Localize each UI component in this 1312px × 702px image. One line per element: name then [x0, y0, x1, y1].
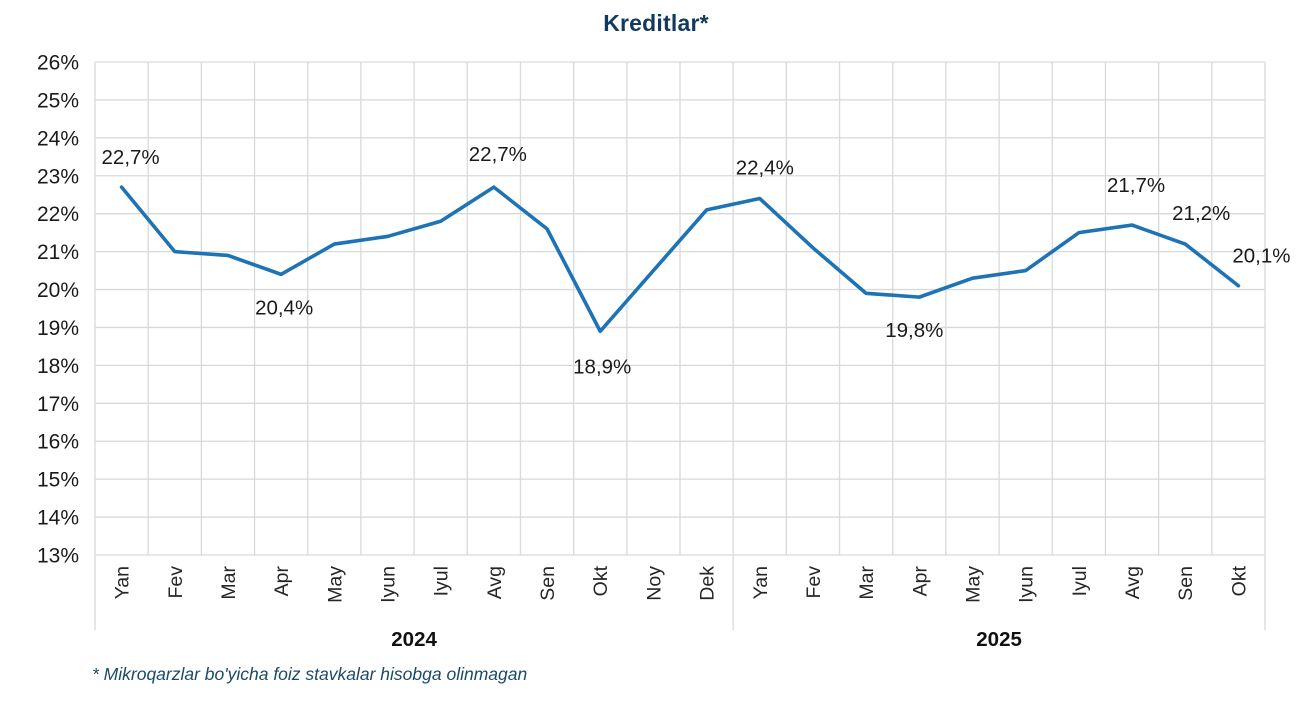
- year-label: 2025: [976, 628, 1022, 651]
- x-tick-label: Avg: [1122, 566, 1144, 599]
- x-tick-label: Fev: [803, 566, 825, 599]
- y-tick-label: 26%: [37, 52, 79, 75]
- y-tick-label: 21%: [37, 241, 79, 264]
- x-tick-label: Okt: [1228, 565, 1250, 596]
- x-tick-label: Yan: [112, 566, 134, 599]
- data-label: 20,4%: [255, 296, 313, 319]
- series-line: [119, 185, 1241, 334]
- x-tick-label: Iyul: [1069, 566, 1091, 596]
- data-label: 21,2%: [1172, 202, 1230, 225]
- x-tick-label: Iyul: [431, 566, 453, 596]
- x-tick-label: Sen: [1175, 566, 1197, 601]
- y-tick-label: 22%: [37, 203, 79, 226]
- chart-title: Kreditlar*: [603, 10, 709, 36]
- x-tick-label: Mar: [856, 566, 878, 600]
- y-tick-label: 25%: [37, 89, 79, 112]
- x-tick-label: Mar: [218, 566, 240, 600]
- chart-footnote: * Mikroqarzlar bo'yicha foiz stavkalar h…: [92, 664, 528, 684]
- year-label: 2024: [391, 628, 437, 651]
- y-tick-label: 24%: [37, 127, 79, 150]
- x-tick-label: May: [963, 566, 985, 603]
- y-tick-label: 15%: [37, 469, 79, 492]
- x-tick-label: Apr: [271, 566, 293, 597]
- x-tick-label: May: [324, 566, 346, 603]
- x-tick-label: Fev: [165, 566, 187, 599]
- y-tick-label: 13%: [37, 545, 79, 568]
- x-tick-label: Iyun: [378, 566, 400, 603]
- y-tick-label: 14%: [37, 507, 79, 530]
- data-label: 22,7%: [102, 146, 160, 169]
- data-label: 22,4%: [736, 157, 794, 180]
- x-tick-label: Apr: [909, 566, 931, 597]
- y-tick-label: 16%: [37, 431, 79, 454]
- x-tick-label: Okt: [590, 565, 612, 596]
- data-label: 22,7%: [469, 143, 527, 166]
- data-label: 21,7%: [1107, 174, 1165, 197]
- y-tick-label: 23%: [37, 165, 79, 188]
- x-tick-label: Sen: [537, 566, 559, 601]
- y-tick-label: 18%: [37, 355, 79, 378]
- data-label: 18,9%: [573, 355, 631, 378]
- x-tick-label: Iyun: [1016, 566, 1038, 603]
- data-label: 20,1%: [1232, 245, 1290, 268]
- x-tick-label: Noy: [643, 566, 665, 601]
- y-tick-label: 17%: [37, 393, 79, 416]
- x-tick-label: Dek: [697, 566, 719, 601]
- y-tick-label: 20%: [37, 279, 79, 302]
- y-tick-label: 19%: [37, 317, 79, 340]
- data-label: 19,8%: [885, 319, 943, 342]
- x-tick-label: Yan: [750, 566, 772, 599]
- x-tick-label: Avg: [484, 566, 506, 599]
